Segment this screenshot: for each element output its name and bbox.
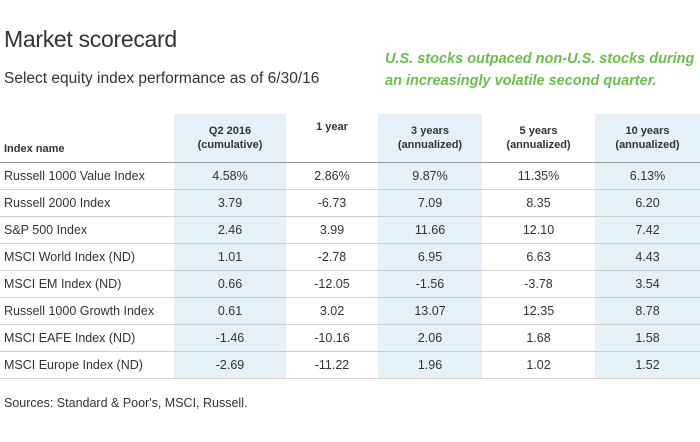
table-row: MSCI World Index (ND) 1.01 -2.78 6.95 6.… xyxy=(0,243,700,271)
header-10y-line2: (annualized) xyxy=(615,139,680,151)
table-row: MSCI Europe Index (ND) -2.69 -11.22 1.96… xyxy=(0,351,700,379)
page-title: Market scorecard xyxy=(4,26,177,52)
header-1-year: 1 year xyxy=(286,114,378,163)
source-note: Sources: Standard & Poor's, MSCI, Russel… xyxy=(4,396,248,410)
table-row: Russell 2000 Index 3.79 -6.73 7.09 8.35 … xyxy=(0,189,700,217)
cell-3y: 9.87% xyxy=(378,162,482,190)
cell-1y: -2.78 xyxy=(286,243,378,271)
cell-5y: 8.35 xyxy=(482,189,595,217)
cell-10y: 3.54 xyxy=(595,270,700,298)
cell-5y: 1.02 xyxy=(482,351,595,379)
header-q2-line2: (cumulative) xyxy=(197,139,263,151)
cell-index-name: Russell 1000 Growth Index xyxy=(0,297,174,325)
cell-q2: 4.58% xyxy=(174,162,286,190)
cell-index-name: MSCI EM Index (ND) xyxy=(0,270,174,298)
cell-3y: 2.06 xyxy=(378,324,482,352)
cell-5y: 12.35 xyxy=(482,297,595,325)
cell-10y: 1.58 xyxy=(595,324,700,352)
table-row: S&P 500 Index 2.46 3.99 11.66 12.10 7.42 xyxy=(0,216,700,244)
table-row: Russell 1000 Value Index 4.58% 2.86% 9.8… xyxy=(0,162,700,190)
callout-text: U.S. stocks outpaced non-U.S. stocks dur… xyxy=(385,51,695,89)
cell-5y: 6.63 xyxy=(482,243,595,271)
cell-index-name: S&P 500 Index xyxy=(0,216,174,244)
cell-5y: 11.35% xyxy=(482,162,595,190)
page-subtitle: Select equity index performance as of 6/… xyxy=(4,70,320,87)
cell-index-name: Russell 2000 Index xyxy=(0,189,174,217)
table-header-row: Index name Q2 2016 (cumulative) 1 year 3… xyxy=(0,114,700,163)
cell-10y: 6.13% xyxy=(595,162,700,190)
scorecard-table: Index name Q2 2016 (cumulative) 1 year 3… xyxy=(0,114,700,379)
cell-3y: 11.66 xyxy=(378,216,482,244)
table-row: Russell 1000 Growth Index 0.61 3.02 13.0… xyxy=(0,297,700,325)
table-row: MSCI EAFE Index (ND) -1.46 -10.16 2.06 1… xyxy=(0,324,700,352)
cell-10y: 7.42 xyxy=(595,216,700,244)
cell-index-name: MSCI Europe Index (ND) xyxy=(0,351,174,379)
cell-1y: 2.86% xyxy=(286,162,378,190)
header-5y-line2: (annualized) xyxy=(506,139,571,151)
cell-10y: 8.78 xyxy=(595,297,700,325)
cell-1y: 3.02 xyxy=(286,297,378,325)
cell-3y: 6.95 xyxy=(378,243,482,271)
header-10-years: 10 years (annualized) xyxy=(595,114,700,163)
cell-1y: 3.99 xyxy=(286,216,378,244)
cell-index-name: MSCI EAFE Index (ND) xyxy=(0,324,174,352)
cell-1y: -6.73 xyxy=(286,189,378,217)
header-q2-2016: Q2 2016 (cumulative) xyxy=(174,114,286,163)
cell-index-name: MSCI World Index (ND) xyxy=(0,243,174,271)
cell-3y: 1.96 xyxy=(378,351,482,379)
header-q2-line1: Q2 2016 xyxy=(208,125,252,137)
cell-q2: -2.69 xyxy=(174,351,286,379)
cell-index-name: Russell 1000 Value Index xyxy=(0,162,174,190)
cell-3y: -1.56 xyxy=(378,270,482,298)
cell-1y: -11.22 xyxy=(286,351,378,379)
cell-10y: 4.43 xyxy=(595,243,700,271)
cell-1y: -10.16 xyxy=(286,324,378,352)
header-5-years: 5 years (annualized) xyxy=(482,114,595,163)
header-10y-line1: 10 years xyxy=(625,125,670,137)
cell-3y: 13.07 xyxy=(378,297,482,325)
cell-10y: 1.52 xyxy=(595,351,700,379)
cell-q2: 2.46 xyxy=(174,216,286,244)
cell-5y: -3.78 xyxy=(482,270,595,298)
cell-5y: 1.68 xyxy=(482,324,595,352)
cell-5y: 12.10 xyxy=(482,216,595,244)
header-index-name: Index name xyxy=(0,114,174,163)
cell-1y: -12.05 xyxy=(286,270,378,298)
header-3y-line1: 3 years xyxy=(411,125,449,137)
header-3-years: 3 years (annualized) xyxy=(378,114,482,163)
cell-q2: 0.61 xyxy=(174,297,286,325)
table-row: MSCI EM Index (ND) 0.66 -12.05 -1.56 -3.… xyxy=(0,270,700,298)
header-3y-line2: (annualized) xyxy=(397,139,463,151)
cell-q2: 1.01 xyxy=(174,243,286,271)
cell-10y: 6.20 xyxy=(595,189,700,217)
cell-q2: 3.79 xyxy=(174,189,286,217)
cell-q2: 0.66 xyxy=(174,270,286,298)
cell-3y: 7.09 xyxy=(378,189,482,217)
header-5y-line1: 5 years xyxy=(519,125,558,137)
cell-q2: -1.46 xyxy=(174,324,286,352)
